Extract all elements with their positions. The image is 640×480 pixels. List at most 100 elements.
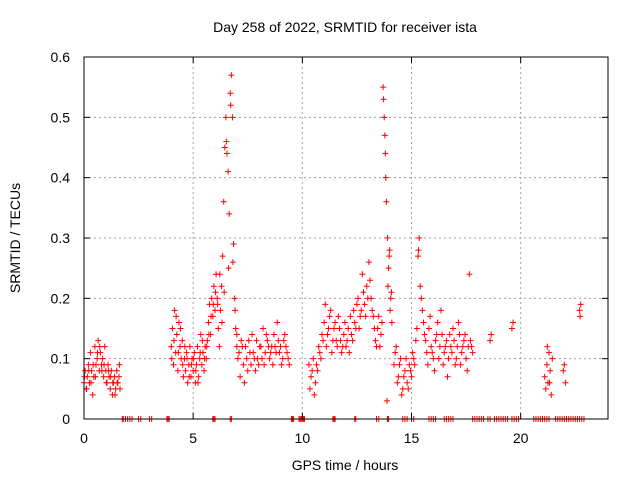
data-point: [194, 343, 201, 350]
data-point: [258, 355, 265, 362]
data-point: [85, 367, 92, 374]
data-point: [103, 379, 110, 386]
data-point: [410, 355, 417, 362]
data-point: [234, 355, 241, 362]
data-point: [379, 319, 386, 326]
data-point: [562, 379, 569, 386]
data-point: [396, 361, 403, 368]
data-point: [252, 367, 259, 374]
data-point: [117, 385, 124, 392]
data-point: [308, 373, 315, 380]
data-point: [460, 337, 467, 344]
data-point: [284, 349, 291, 356]
data-point: [415, 247, 422, 254]
data-point: [488, 331, 495, 338]
data-point: [230, 241, 237, 248]
data-point: [204, 337, 211, 344]
data-point: [466, 271, 473, 278]
data-point: [250, 349, 257, 356]
data-point: [320, 337, 327, 344]
data-point: [323, 343, 330, 350]
data-point: [216, 271, 223, 278]
data-point: [113, 367, 120, 374]
data-point: [92, 373, 99, 380]
data-point: [244, 367, 251, 374]
data-point: [338, 349, 345, 356]
data-point: [231, 295, 238, 302]
axis-ticks: [83, 56, 608, 420]
data-point: [184, 379, 191, 386]
data-point: [334, 343, 341, 350]
data-point: [454, 343, 461, 350]
data-point: [168, 343, 175, 350]
data-point: [228, 72, 235, 79]
data-point: [195, 373, 202, 380]
data-point: [424, 361, 431, 368]
data-point: [107, 385, 114, 392]
data-point: [468, 343, 475, 350]
data-point: [190, 355, 197, 362]
data-point: [169, 325, 176, 332]
data-point: [376, 343, 383, 350]
data-point: [260, 325, 267, 332]
data-point: [416, 235, 423, 241]
data-point: [191, 349, 198, 356]
data-point: [170, 361, 177, 368]
x-axis-label: GPS time / hours: [292, 457, 399, 473]
data-point: [444, 373, 451, 380]
data-point: [561, 361, 568, 368]
data-point: [560, 367, 567, 374]
data-point: [314, 367, 321, 374]
data-point: [184, 355, 191, 362]
data-point: [222, 114, 229, 121]
data-point: [90, 361, 97, 368]
data-point: [457, 361, 464, 368]
chart-title: Day 258 of 2022, SRMTID for receiver ist…: [213, 19, 477, 35]
data-point: [330, 325, 337, 332]
data-point: [380, 84, 387, 91]
data-point: [374, 325, 381, 332]
data-point: [225, 265, 232, 272]
data-point: [87, 379, 94, 386]
data-point: [208, 295, 215, 302]
data-point: [261, 361, 268, 368]
data-point: [384, 235, 391, 241]
data-point: [546, 349, 553, 356]
data-point: [430, 355, 437, 362]
x-tick-label: 15: [404, 430, 420, 446]
data-point: [431, 367, 438, 374]
y-tick-label: 0.2: [51, 290, 71, 306]
data-point: [229, 259, 236, 266]
data-point: [461, 331, 468, 338]
data-point: [327, 307, 334, 314]
data-point: [541, 373, 548, 380]
data-point: [180, 373, 187, 380]
data-point: [114, 379, 121, 386]
data-point: [336, 325, 343, 332]
data-point: [384, 283, 391, 290]
data-point: [464, 367, 471, 374]
data-point: [325, 325, 332, 332]
x-tick-label: 20: [513, 430, 529, 446]
data-point: [99, 355, 106, 362]
data-point: [175, 319, 182, 326]
data-point: [306, 385, 313, 392]
data-point: [218, 319, 225, 326]
data-point: [214, 301, 221, 308]
x-tick-labels: 0 5 10 15 20: [80, 430, 529, 446]
data-point: [418, 295, 425, 302]
data-point: [385, 265, 392, 272]
data-point: [441, 349, 448, 356]
data-point: [380, 96, 387, 103]
data-point: [286, 361, 293, 368]
data-point: [448, 349, 455, 356]
data-point: [318, 331, 325, 338]
data-point: [576, 307, 583, 314]
data-point: [239, 343, 246, 350]
data-point: [218, 283, 225, 290]
data-point: [197, 331, 204, 338]
data-point: [210, 283, 217, 290]
data-point: [237, 373, 244, 380]
data-point: [264, 337, 271, 344]
data-point: [432, 337, 439, 344]
